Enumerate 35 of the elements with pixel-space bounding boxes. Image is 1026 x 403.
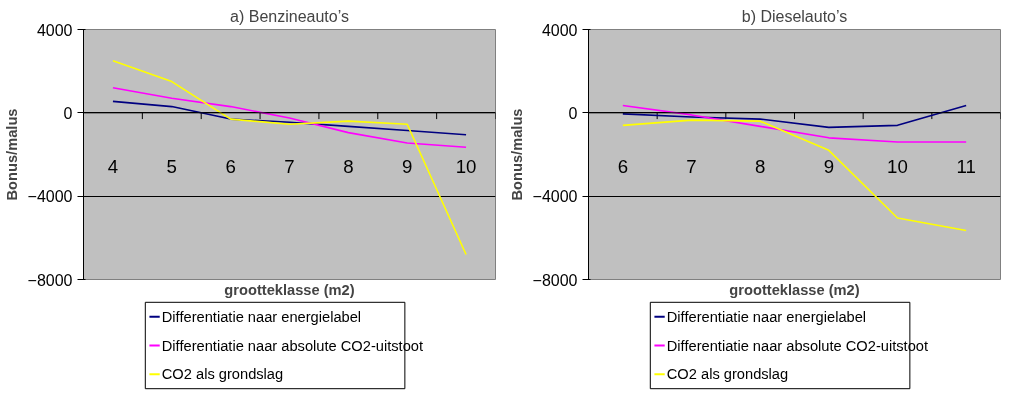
y-tick-label: −8000	[27, 271, 73, 289]
y-tick-label: −8000	[532, 271, 578, 289]
legend-label: CO2 als grondslag	[666, 366, 789, 383]
y-tick-label: 0	[568, 104, 578, 122]
x-tick-label: 9	[823, 156, 835, 178]
chart-title: b) Dieselauto’s	[741, 7, 848, 25]
y-tick-label: 4000	[541, 21, 578, 39]
line-series	[112, 87, 467, 149]
y-tick-label: −4000	[532, 188, 578, 206]
x-tick-label: 6	[225, 156, 236, 178]
x-tick-label: 10	[455, 156, 477, 178]
x-tick-label: 11	[956, 156, 976, 178]
y-axis-title: Bonus/malus	[3, 108, 20, 201]
x-axis-title: grootteklasse (m2)	[729, 281, 860, 298]
chart-title: a) Benzineauto’s	[230, 7, 349, 25]
x-tick-label: 5	[166, 156, 177, 178]
y-axis-title: Bonus/malus	[508, 108, 525, 201]
x-tick-label: 7	[686, 156, 697, 178]
x-axis-title: grootteklasse (m2)	[224, 281, 355, 298]
legend-label: Differentiatie naar energielabel	[666, 308, 867, 325]
x-tick-label: 9	[402, 156, 413, 178]
x-tick-label: 8	[754, 156, 766, 178]
x-tick-label: 10	[887, 156, 908, 178]
x-tick-label: 7	[284, 156, 295, 178]
line-series	[112, 100, 467, 136]
legend-label: Differentiatie naar energielabel	[161, 308, 362, 325]
x-tick-label: 4	[107, 156, 119, 178]
y-tick-label: 4000	[36, 21, 73, 39]
x-tick-label: 6	[617, 156, 629, 178]
legend-label: CO2 als grondslag	[161, 366, 284, 383]
y-tick-label: −4000	[27, 188, 73, 206]
y-tick-label: 0	[63, 104, 73, 122]
line-series	[622, 104, 967, 143]
line-series	[622, 104, 967, 129]
x-tick-label: 8	[343, 156, 354, 178]
